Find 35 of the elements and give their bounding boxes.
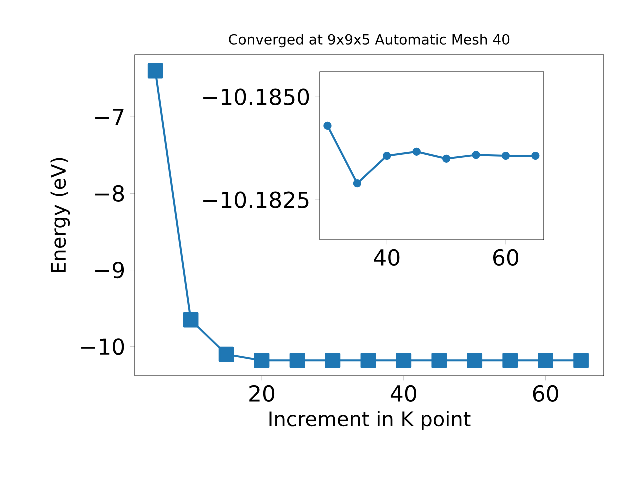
- y-tick-label: −7: [96, 109, 124, 126]
- x-tick-label: 40: [390, 385, 416, 402]
- point: [432, 353, 448, 368]
- y-axis-title: Energy (eV): [50, 158, 70, 273]
- point: [396, 353, 412, 368]
- point: [467, 353, 483, 368]
- point: [412, 148, 421, 156]
- point: [472, 151, 480, 160]
- point: [254, 353, 270, 368]
- y-tick-label: −9: [96, 262, 124, 279]
- y-tick-label: −8: [96, 185, 124, 202]
- point: [532, 152, 540, 160]
- y-tick-label: −10.1850: [204, 88, 310, 106]
- point: [325, 353, 341, 368]
- point: [442, 154, 451, 163]
- point: [183, 312, 199, 328]
- point: [574, 353, 589, 368]
- point: [218, 346, 234, 362]
- point: [290, 353, 306, 368]
- point: [324, 122, 332, 130]
- point: [353, 180, 362, 188]
- x-tick-label: 20: [250, 385, 275, 402]
- point: [360, 353, 376, 368]
- point: [383, 152, 392, 160]
- point: [502, 353, 518, 368]
- x-tick-label: 40: [374, 249, 400, 266]
- point: [538, 353, 554, 368]
- y-tick-label: −10.1825: [204, 192, 309, 208]
- y-tick-label: −10: [82, 338, 124, 356]
- point: [148, 63, 164, 79]
- point: [502, 152, 510, 160]
- x-tick-label: 60: [533, 385, 558, 402]
- x-axis-title: Increment in K point: [270, 411, 471, 431]
- chart-title: Converged at 9x9x5 Automatic Mesh 40: [229, 34, 510, 48]
- x-tick-label: 60: [494, 249, 518, 266]
